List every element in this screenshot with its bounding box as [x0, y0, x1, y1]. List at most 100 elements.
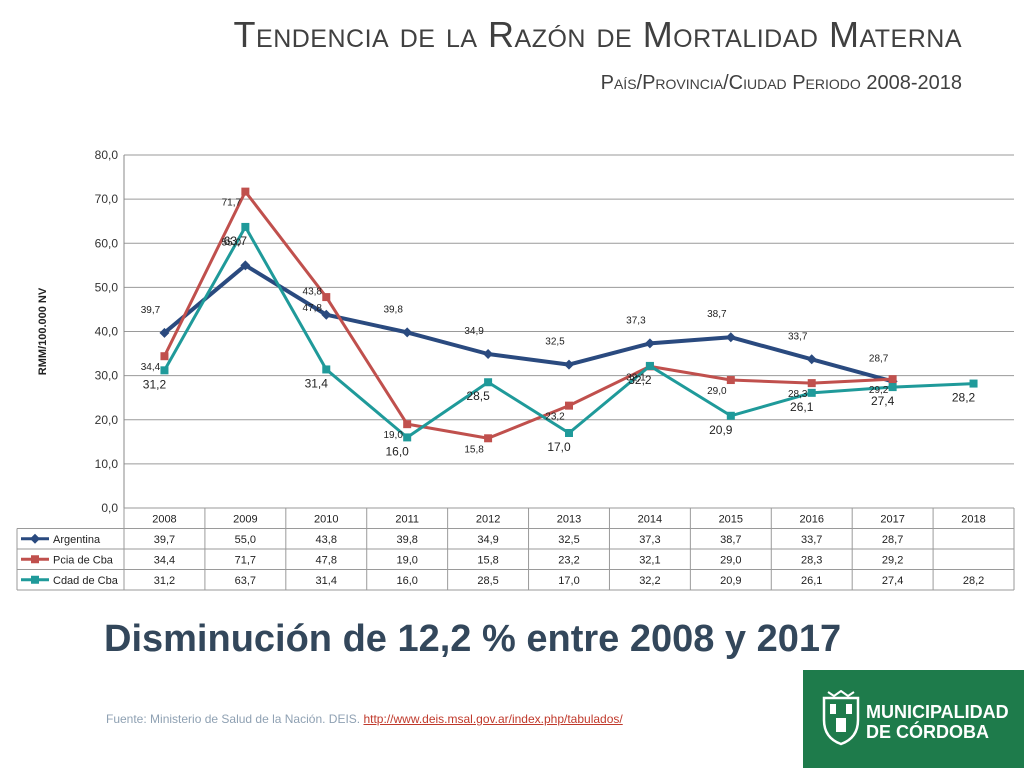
- data-point: [969, 379, 978, 388]
- table-cell: 16,0: [396, 575, 417, 587]
- table-cell: 38,7: [720, 534, 741, 546]
- data-label: 34,9: [464, 326, 484, 337]
- data-point: [644, 338, 655, 349]
- data-label: 29,2: [869, 385, 889, 396]
- data-label: 32,2: [628, 373, 652, 387]
- table-cell: 31,2: [154, 575, 175, 587]
- table-cell: 29,0: [720, 554, 741, 566]
- x-tick-label: 2014: [638, 513, 662, 525]
- data-label: 31,2: [143, 377, 167, 391]
- legend-marker: [31, 555, 39, 564]
- data-label: 55,0: [222, 237, 242, 248]
- data-point: [565, 401, 573, 410]
- data-point: [160, 352, 169, 361]
- coat-of-arms-icon: [822, 690, 860, 746]
- data-point: [726, 411, 735, 420]
- table-cell: 37,3: [639, 534, 660, 546]
- y-tick-label: 40,0: [95, 325, 119, 339]
- table-cell: 28,2: [963, 575, 984, 587]
- y-tick-label: 10,0: [95, 457, 119, 471]
- x-tick-label: 2015: [719, 513, 743, 525]
- table-cell: 17,0: [558, 575, 579, 587]
- table-cell: 28,3: [801, 554, 822, 566]
- legend-label: Cdad de Cba: [53, 575, 119, 587]
- data-label: 47,8: [303, 303, 323, 314]
- table-cell: 20,9: [720, 575, 741, 587]
- data-label: 39,7: [141, 305, 161, 316]
- data-label: 19,0: [383, 430, 403, 441]
- data-label: 16,0: [386, 444, 410, 458]
- data-label: 31,4: [305, 376, 329, 390]
- data-label: 27,4: [871, 394, 895, 408]
- data-point: [240, 260, 251, 271]
- y-axis-label: RMM/100.000 NV: [37, 287, 49, 375]
- table-cell: 26,1: [801, 575, 822, 587]
- y-tick-label: 80,0: [95, 148, 119, 162]
- data-label: 37,3: [626, 315, 646, 326]
- data-point: [241, 187, 250, 196]
- data-label: 34,4: [141, 362, 161, 373]
- data-label: 29,0: [707, 386, 727, 397]
- line-chart: 0,0 10,0 20,0 30,0 40,0 50,0 60,0 70,0 80,0 RMM/1…: [16, 148, 1015, 591]
- table-cell: 19,0: [396, 554, 417, 566]
- table-cell: 27,4: [882, 575, 903, 587]
- data-point: [403, 420, 412, 429]
- logo-line-2: DE CÓRDOBA: [866, 722, 990, 742]
- data-label: 32,1: [626, 372, 646, 383]
- legend-label: Argentina: [53, 534, 101, 546]
- table-cell: 33,7: [801, 534, 822, 546]
- table-cell: 71,7: [235, 554, 256, 566]
- data-label: 38,7: [707, 309, 727, 320]
- table-cell: 29,2: [882, 554, 903, 566]
- data-point: [888, 375, 897, 384]
- y-tick-label: 60,0: [95, 236, 119, 250]
- data-point: [807, 388, 816, 397]
- x-tick-label: 2010: [314, 513, 338, 525]
- data-label: 63,7: [224, 234, 248, 248]
- data-point: [159, 327, 170, 338]
- table-cell: 28,7: [882, 534, 903, 546]
- x-tick-label: 2013: [557, 513, 581, 525]
- data-label: 33,7: [788, 331, 808, 342]
- x-tick-label: 2011: [395, 513, 419, 525]
- data-point: [322, 293, 331, 302]
- data-point: [725, 332, 736, 343]
- data-point: [402, 327, 413, 338]
- data-point: [483, 349, 494, 360]
- x-tick-label: 2009: [233, 513, 257, 525]
- data-point: [888, 383, 897, 392]
- series-line: [163, 190, 893, 440]
- y-tick-label: 0,0: [101, 501, 118, 515]
- table-cell: 34,9: [477, 534, 498, 546]
- municipal-logo-text: MUNICIPALIDAD DE CÓRDOBA: [866, 702, 1009, 742]
- legend-marker: [30, 533, 40, 544]
- y-tick-label: 50,0: [95, 280, 119, 294]
- data-label: 26,1: [790, 400, 814, 414]
- table-cell: 34,4: [154, 554, 175, 566]
- data-label: 43,8: [303, 287, 323, 298]
- data-label: 32,5: [545, 337, 565, 348]
- data-label: 20,9: [709, 423, 733, 437]
- data-point: [726, 376, 735, 385]
- table-cell: 28,5: [477, 575, 498, 587]
- table-cell: 23,2: [558, 554, 579, 566]
- table-cell: 39,8: [396, 534, 417, 546]
- data-label: 28,2: [952, 391, 976, 405]
- data-label: 15,8: [464, 444, 484, 455]
- data-point: [241, 222, 250, 231]
- y-tick-label: 20,0: [95, 413, 119, 427]
- page-subtitle: País/Provincia/Ciudad Periodo 2008-2018: [600, 72, 962, 94]
- source-note: Fuente: Ministerio de Salud de la Nación…: [106, 712, 623, 726]
- data-point: [565, 428, 573, 437]
- data-point: [160, 366, 169, 375]
- page-title: Tendencia de la Razón de Mortalidad Mate…: [233, 14, 962, 55]
- table-cell: 47,8: [316, 554, 337, 566]
- data-label: 28,7: [869, 353, 889, 364]
- table-cell: 43,8: [316, 534, 337, 546]
- table-cell: 39,7: [154, 534, 175, 546]
- data-label: 39,8: [383, 304, 403, 315]
- data-point: [807, 379, 816, 388]
- series-line: [163, 263, 894, 384]
- source-link[interactable]: http://www.deis.msal.gov.ar/index.php/ta…: [363, 712, 623, 726]
- data-point: [322, 365, 331, 374]
